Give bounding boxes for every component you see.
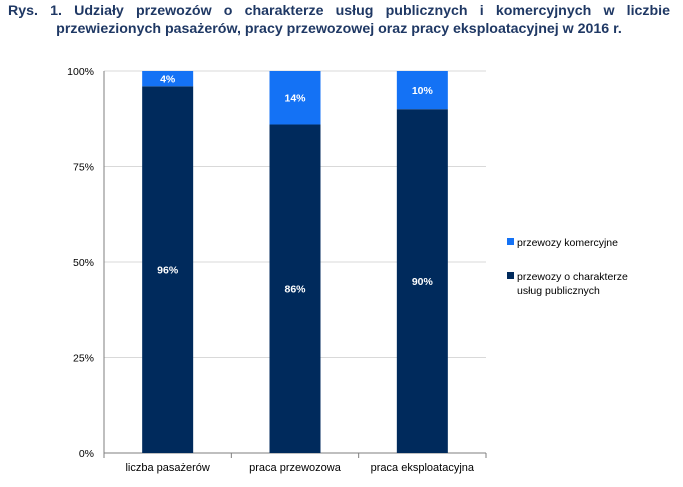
data-label: 86% — [284, 284, 306, 296]
x-category-label: praca eksploatacyjna — [371, 462, 475, 474]
x-category-label: praca przewozowa — [249, 462, 342, 474]
data-label: 90% — [412, 276, 434, 288]
bar-segment-komercyjne — [396, 71, 448, 110]
legend-swatch-publiczne — [507, 272, 514, 279]
legend-item-publiczne: przewozy o charakterze usług publicznych — [507, 270, 677, 298]
legend-label-publiczne-line-1: przewozy o charakterze — [517, 271, 628, 283]
bar-segment-publiczne — [396, 109, 448, 453]
legend-item-komercyjne: przewozy komercyjne — [507, 236, 677, 250]
legend-label-publiczne-line-2: usług publicznych — [517, 285, 600, 297]
y-tick-label: 50% — [73, 257, 94, 269]
bar-segment-komercyjne — [269, 71, 321, 125]
bar-segment-publiczne — [269, 124, 321, 453]
data-label: 10% — [412, 85, 434, 97]
data-label: 14% — [284, 93, 306, 105]
y-tick-label: 100% — [67, 66, 94, 78]
bar-segment-publiczne — [142, 86, 194, 453]
legend-label-publiczne: przewozy o charakterze usług publicznych — [517, 270, 628, 298]
bar-segment-komercyjne — [142, 71, 194, 87]
data-label: 96% — [157, 265, 179, 277]
y-tick-label: 75% — [73, 162, 94, 174]
y-tick-label: 25% — [73, 353, 94, 365]
legend-label-komercyjne: przewozy komercyjne — [517, 237, 618, 249]
legend-swatch-komercyjne — [507, 238, 514, 245]
chart-title-line-2: przewiezionych pasażerów, pracy przewozo… — [56, 21, 622, 37]
chart-title-line-1: Rys. 1. Udziały przewozów o charakterze … — [8, 3, 670, 19]
data-label: 4% — [160, 74, 176, 86]
chart-legend: przewozy komercyjne przewozy o charakter… — [507, 236, 677, 318]
y-tick-label: 0% — [79, 448, 94, 460]
chart-title: Rys. 1. Udziały przewozów o charakterze … — [8, 2, 670, 38]
x-category-label: liczba pasażerów — [125, 462, 209, 474]
